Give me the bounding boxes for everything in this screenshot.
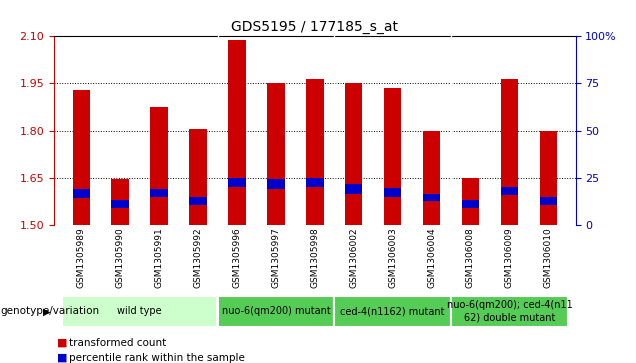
Bar	[501, 79, 518, 225]
Bar	[345, 184, 363, 193]
Bar	[539, 197, 557, 205]
FancyBboxPatch shape	[335, 296, 451, 327]
Bar	[384, 188, 401, 197]
Bar	[462, 178, 480, 225]
Text: nuo-6(qm200); ced-4(n11
62) double mutant: nuo-6(qm200); ced-4(n11 62) double mutan…	[446, 301, 572, 322]
Text: nuo-6(qm200) mutant: nuo-6(qm200) mutant	[221, 306, 330, 316]
Text: GSM1305998: GSM1305998	[310, 227, 319, 288]
FancyBboxPatch shape	[218, 296, 334, 327]
Text: genotype/variation: genotype/variation	[0, 306, 99, 316]
Text: percentile rank within the sample: percentile rank within the sample	[69, 352, 245, 363]
Bar	[501, 187, 518, 195]
Bar	[306, 79, 324, 225]
Text: ■: ■	[57, 338, 68, 348]
Text: GSM1305996: GSM1305996	[233, 227, 242, 288]
Bar	[267, 179, 285, 189]
Bar	[267, 82, 285, 225]
Bar	[384, 87, 401, 225]
Text: ▶: ▶	[43, 306, 51, 316]
Text: ■: ■	[57, 352, 68, 363]
Bar	[150, 189, 168, 197]
Bar	[423, 131, 440, 225]
Text: GSM1306009: GSM1306009	[505, 227, 514, 288]
Bar	[539, 131, 557, 225]
Text: GSM1305989: GSM1305989	[77, 227, 86, 288]
Text: GSM1305991: GSM1305991	[155, 227, 163, 288]
Bar	[423, 193, 440, 201]
Text: GSM1305992: GSM1305992	[193, 227, 202, 288]
Bar	[73, 90, 90, 225]
Text: GSM1306002: GSM1306002	[349, 227, 358, 288]
Bar	[150, 107, 168, 225]
Bar	[190, 197, 207, 205]
Bar	[111, 200, 129, 208]
Text: GSM1306008: GSM1306008	[466, 227, 475, 288]
Title: GDS5195 / 177185_s_at: GDS5195 / 177185_s_at	[232, 20, 398, 34]
Text: GSM1306003: GSM1306003	[388, 227, 397, 288]
Text: GSM1306010: GSM1306010	[544, 227, 553, 288]
Bar	[228, 178, 245, 187]
FancyBboxPatch shape	[451, 296, 567, 327]
Bar	[190, 129, 207, 225]
Bar	[306, 178, 324, 187]
Bar	[462, 200, 480, 208]
Bar	[73, 189, 90, 198]
FancyBboxPatch shape	[62, 296, 218, 327]
Text: GSM1305990: GSM1305990	[116, 227, 125, 288]
Text: transformed count: transformed count	[69, 338, 166, 348]
Bar	[228, 40, 245, 225]
Bar	[345, 83, 363, 225]
Bar	[111, 179, 129, 225]
Text: GSM1306004: GSM1306004	[427, 227, 436, 288]
Text: wild type: wild type	[118, 306, 162, 316]
Text: GSM1305997: GSM1305997	[272, 227, 280, 288]
Text: ced-4(n1162) mutant: ced-4(n1162) mutant	[340, 306, 445, 316]
